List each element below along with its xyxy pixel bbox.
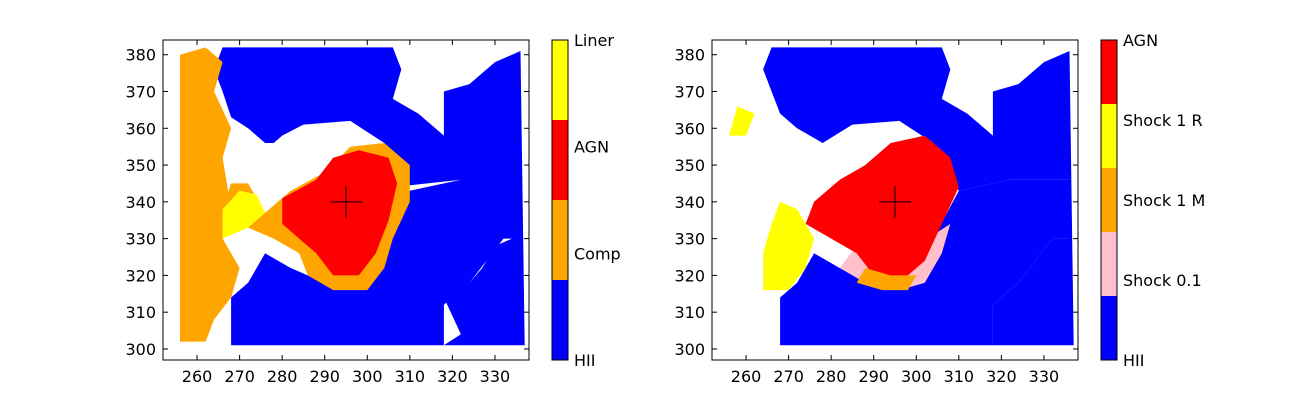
region-hii-0 [214,47,525,346]
region-agn-3 [805,135,959,283]
colorbar-swatch-hii [552,280,568,360]
x-tick-label: 300 [352,367,383,386]
colorbar-frame [1100,39,1118,361]
x-tick-label: 330 [480,367,511,386]
y-tick-label: 350 [125,156,156,175]
y-tick-label: 310 [674,303,705,322]
x-tick-label: 270 [773,367,804,386]
y-tick-label: 370 [125,82,156,101]
classification-map-right: 260 270 280 290 300 310 320 330 300 310 320 330 340 3… [674,31,1205,386]
y-tick-label: 370 [674,82,705,101]
colorbar-label: Comp [574,244,621,263]
x-tick-label: 310 [395,367,426,386]
colorbar-swatch-hii [1101,296,1117,360]
y-tick-label: 340 [125,193,156,212]
region-liner-5 [222,190,266,239]
colorbar-label: Liner [574,31,614,50]
y-tick-label: 300 [674,340,705,359]
region-shock-1-m-4 [856,268,917,291]
colorbar-label: Shock 0.1 [1123,271,1202,290]
colorbar-swatch-shock-0-1 [1101,232,1117,296]
colorbar-swatch-agn [552,120,568,200]
colorbar-label: HII [574,351,595,370]
region-comp-4 [180,47,240,342]
colorbar-swatch-liner [552,40,568,120]
y-tick-label: 350 [674,156,705,175]
y-tick-label: 330 [125,230,156,249]
colorbar-label: AGN [574,138,609,157]
x-tick-label: 320 [986,367,1017,386]
region-shock-1-r-5 [763,201,815,291]
x-tick-label: 310 [944,367,975,386]
x-tick-label: 280 [267,367,298,386]
region-agn-3 [282,150,398,276]
y-tick-label: 320 [125,266,156,285]
colorbar-label: Shock 1 M [1123,191,1205,210]
y-tick-label: 320 [674,266,705,285]
center-marker [330,185,362,218]
colorbar-label: AGN [1123,31,1158,50]
x-tick-label: 300 [901,367,932,386]
region-hii-0 [763,47,1074,346]
y-tick-label: 360 [125,119,156,138]
x-tick-label: 320 [437,367,468,386]
y-tick-label: 300 [125,340,156,359]
colorbar-label: Shock 1 R [1123,111,1203,130]
axes-frame [711,39,1079,361]
y-tick-label: 380 [125,46,156,65]
x-tick-label: 260 [182,367,213,386]
y-tick-label: 360 [674,119,705,138]
colorbar-swatch-shock-1-m [1101,168,1117,232]
x-tick-label: 290 [309,367,340,386]
y-tick-label: 380 [674,46,705,65]
x-tick-label: 290 [858,367,889,386]
colorbar-swatch-shock-1-r [1101,104,1117,168]
x-tick-label: 270 [224,367,255,386]
x-tick-label: 260 [731,367,762,386]
x-tick-label: 280 [816,367,847,386]
colorbar-frame [551,39,569,361]
center-marker [879,185,911,218]
y-tick-label: 330 [674,230,705,249]
axes-frame [162,39,530,361]
colorbar-label: HII [1123,351,1144,370]
y-tick-label: 340 [674,193,705,212]
classification-map-left: 260 270 280 290 300 310 320 330 300 310 320 330 340 3… [125,31,620,386]
region-shock-1-r-6 [729,106,755,136]
colorbar-swatch-comp [552,200,568,280]
y-tick-label: 310 [125,303,156,322]
colorbar-swatch-agn [1101,40,1117,104]
x-tick-label: 330 [1029,367,1060,386]
